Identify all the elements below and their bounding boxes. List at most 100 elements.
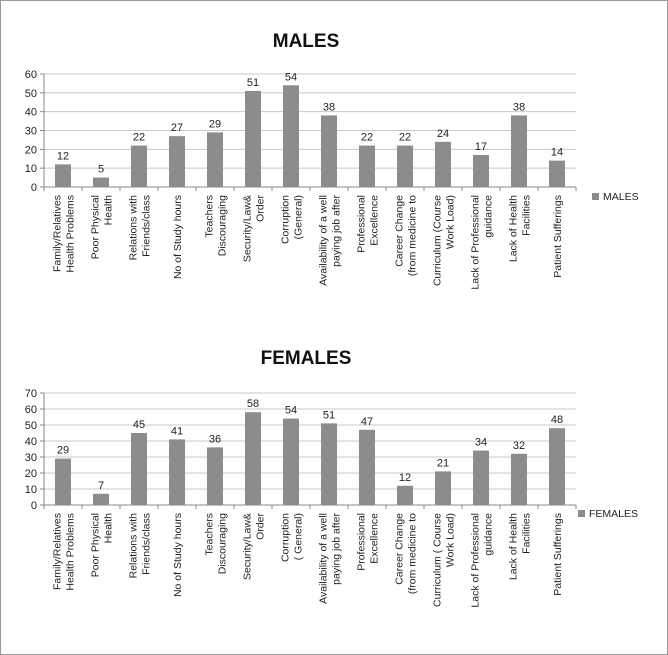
males-ytick-0: 0: [31, 182, 37, 194]
males-category-line-teachers-0: Teachers: [204, 195, 216, 238]
males-ytick-10: 10: [25, 163, 37, 175]
females-category-line-professional-0: Professional: [356, 513, 368, 571]
males-ytick-50: 50: [25, 88, 37, 100]
males-data-label-patient-sufferings: 14: [551, 147, 563, 159]
males-bar-availability-of-a-well: [321, 115, 337, 187]
females-data-label-professional: 47: [361, 416, 373, 428]
males-data-label-curriculum-course: 24: [437, 128, 449, 140]
males-data-label-lack-of-professional: 17: [475, 141, 487, 153]
females-ytick-70: 70: [25, 388, 37, 400]
females-category-line-corruption-0: Corruption: [280, 513, 292, 562]
females-category-line-family-relatives-1: Health Problems: [65, 513, 77, 591]
females-data-label-corruption: 54: [285, 405, 297, 417]
males-bar-curriculum-course: [435, 141, 451, 187]
females-category-label-availability-of-a-well: Availability of a well paying job after: [318, 513, 343, 604]
females-data-label-relations-with: 45: [133, 419, 145, 431]
females-category-line-relations-with-0: Relations with: [128, 513, 140, 579]
males-bar-lack-of-professional: [473, 154, 489, 187]
females-ytick-30: 30: [25, 452, 37, 464]
males-legend-label: MALES: [603, 191, 639, 203]
males-data-label-lack-of-health: 38: [513, 101, 525, 113]
females-bar-career-change: [397, 485, 413, 505]
females-data-label-no-of-study-hours: 41: [171, 425, 183, 437]
males-category-label-teachers: Teachers Discouraging: [204, 195, 229, 256]
males-ytick-60: 60: [25, 69, 37, 81]
females-legend-label: FEMALES: [589, 508, 638, 520]
females-category-line-poor-physical-0: Poor Physical: [90, 513, 102, 577]
males-category-label-security-law: Security/Law& Order: [242, 195, 267, 263]
males-ytick-40: 40: [25, 107, 37, 119]
males-data-label-career-change: 22: [399, 132, 411, 144]
females-data-label-availability-of-a-well: 51: [323, 409, 335, 421]
females-category-label-professional: Professional Excellence: [356, 513, 381, 571]
females-ytick-60: 60: [25, 404, 37, 416]
males-bar-teachers: [207, 132, 223, 187]
males-category-line-poor-physical-1: Health: [103, 195, 115, 226]
males-category-label-corruption: Corruption (General): [280, 195, 305, 244]
males-category-label-curriculum-course: Curriculum (Course Work Load): [432, 195, 457, 286]
females-category-line-lack-of-health-0: Lack of Health: [508, 513, 520, 580]
males-category-line-curriculum-course-0: Curriculum (Course: [432, 195, 444, 286]
males-category-line-family-relatives-1: Health Problems: [65, 195, 77, 273]
females-data-label-teachers: 36: [209, 433, 221, 445]
females-ytick-40: 40: [25, 436, 37, 448]
females-data-label-curriculum-course: 21: [437, 457, 449, 469]
males-category-line-availability-of-a-well-0: Availability of a well: [318, 195, 330, 286]
females-category-label-patient-sufferings: Patient Sufferings: [552, 513, 564, 596]
males-category-line-corruption-1: (General): [293, 195, 305, 239]
females-bar-teachers: [207, 447, 223, 505]
females-data-label-family-relatives: 29: [57, 445, 69, 457]
males-bar-family-relatives: [55, 164, 71, 187]
males-category-line-lack-of-professional-1: guidance: [483, 195, 495, 238]
females-category-line-security-law-1: Order: [255, 513, 267, 540]
females-category-label-family-relatives: Family/Relatives Health Problems: [52, 513, 77, 591]
males-bar-relations-with: [131, 145, 147, 187]
females-category-line-lack-of-professional-0: Lack of Professional: [470, 513, 482, 608]
males-data-label-professional: 22: [361, 132, 373, 144]
males-category-line-curriculum-course-1: Work Load): [445, 195, 457, 249]
males-data-label-availability-of-a-well: 38: [323, 101, 335, 113]
males-category-label-patient-sufferings: Patient Sufferings: [552, 195, 564, 278]
females-bar-security-law: [245, 412, 261, 505]
females-category-line-security-law-0: Security/Law&: [242, 513, 254, 580]
females-category-line-relations-with-1: Friends/class: [141, 513, 153, 575]
males-bar-career-change: [397, 145, 413, 187]
females-category-line-curriculum-course-0: Curriculum ( Course: [432, 513, 444, 607]
males-ytick-20: 20: [25, 144, 37, 156]
males-category-label-career-change: Career Change (from medicine to: [394, 195, 419, 276]
females-bar-poor-physical: [93, 493, 109, 505]
females-data-label-patient-sufferings: 48: [551, 414, 563, 426]
females-category-line-lack-of-health-1: Facilities: [521, 513, 533, 554]
males-bar-patient-sufferings: [549, 160, 565, 187]
males-data-label-family-relatives: 12: [57, 150, 69, 162]
females-category-line-career-change-1: (from medicine to: [407, 513, 419, 594]
males-category-line-career-change-0: Career Change: [394, 195, 406, 267]
females-category-label-security-law: Security/Law& Order: [242, 513, 267, 581]
males-category-label-professional: Professional Excellence: [356, 195, 381, 253]
males-category-label-lack-of-professional: Lack of Professional guidance: [470, 195, 495, 290]
males-category-line-lack-of-health-0: Lack of Health: [508, 195, 520, 262]
females-category-label-poor-physical: Poor Physical Health: [90, 513, 115, 577]
males-category-label-availability-of-a-well: Availability of a well paying job after: [318, 195, 343, 286]
females-data-label-lack-of-professional: 34: [475, 437, 487, 449]
females-data-label-poor-physical: 7: [98, 480, 104, 492]
males-category-line-patient-sufferings-0: Patient Sufferings: [552, 195, 564, 278]
females-category-line-professional-1: Excellence: [369, 513, 381, 564]
males-category-line-lack-of-health-1: Facilities: [521, 195, 533, 236]
males-bar-professional: [359, 145, 375, 187]
females-category-line-poor-physical-1: Health: [103, 513, 115, 544]
males-category-label-no-of-study-hours: No of Study hours: [172, 195, 184, 279]
females-category-label-no-of-study-hours: No of Study hours: [172, 513, 184, 597]
males-bar-security-law: [245, 90, 261, 187]
females-category-line-teachers-0: Teachers: [204, 513, 216, 556]
males-category-label-family-relatives: Family/Relatives Health Problems: [52, 195, 77, 273]
females-category-line-availability-of-a-well-1: paying job after: [331, 513, 343, 585]
females-category-line-patient-sufferings-0: Patient Sufferings: [552, 513, 564, 596]
males-data-label-corruption: 54: [285, 71, 297, 83]
males-category-line-relations-with-0: Relations with: [128, 195, 140, 261]
males-category-line-lack-of-professional-0: Lack of Professional: [470, 195, 482, 290]
females-category-line-no-of-study-hours-0: No of Study hours: [172, 513, 184, 597]
females-category-label-teachers: Teachers Discouraging: [204, 513, 229, 574]
males-category-label-relations-with: Relations with Friends/class: [128, 195, 153, 261]
females-chart: FEMALES 0 10 20 30 40 50 60 70 29 Family/Relatives…: [25, 348, 638, 608]
